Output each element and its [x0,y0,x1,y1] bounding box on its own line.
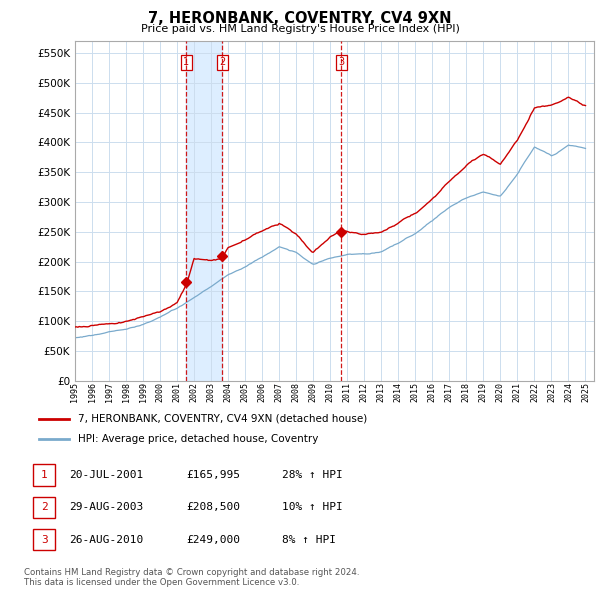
Text: 26-AUG-2010: 26-AUG-2010 [69,535,143,545]
Text: 2: 2 [219,57,226,67]
Bar [186,41,223,381]
Text: 2: 2 [41,503,47,512]
Text: 8% ↑ HPI: 8% ↑ HPI [282,535,336,545]
Text: HPI: Average price, detached house, Coventry: HPI: Average price, detached house, Cove… [77,434,318,444]
Text: 7, HERONBANK, COVENTRY, CV4 9XN: 7, HERONBANK, COVENTRY, CV4 9XN [148,11,452,25]
Text: £208,500: £208,500 [186,503,240,512]
Text: 1: 1 [41,470,47,480]
Text: £249,000: £249,000 [186,535,240,545]
Text: 28% ↑ HPI: 28% ↑ HPI [282,470,343,480]
Text: 3: 3 [41,535,47,545]
Text: 7, HERONBANK, COVENTRY, CV4 9XN (detached house): 7, HERONBANK, COVENTRY, CV4 9XN (detache… [77,414,367,424]
Text: 1: 1 [183,57,190,67]
Text: 20-JUL-2001: 20-JUL-2001 [69,470,143,480]
Text: Contains HM Land Registry data © Crown copyright and database right 2024.
This d: Contains HM Land Registry data © Crown c… [24,568,359,587]
Text: 3: 3 [338,57,344,67]
Text: £165,995: £165,995 [186,470,240,480]
Text: 29-AUG-2003: 29-AUG-2003 [69,503,143,512]
Text: 10% ↑ HPI: 10% ↑ HPI [282,503,343,512]
Text: Price paid vs. HM Land Registry's House Price Index (HPI): Price paid vs. HM Land Registry's House … [140,24,460,34]
